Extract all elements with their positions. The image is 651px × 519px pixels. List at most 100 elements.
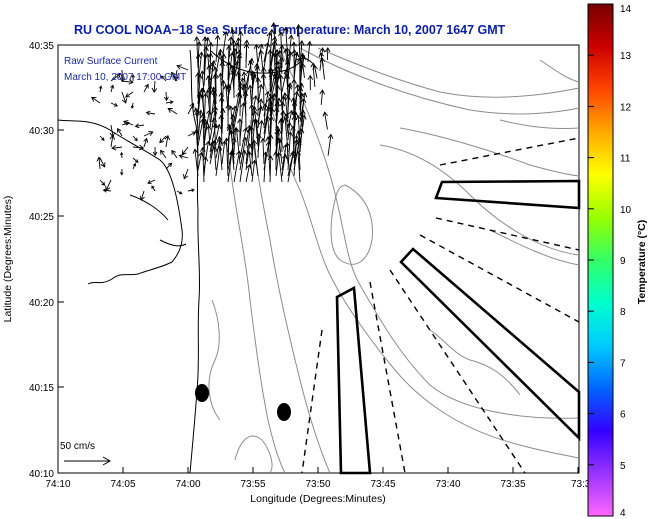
current-vector-head	[230, 28, 236, 34]
current-vector-head	[205, 125, 212, 131]
current-vector-head	[301, 91, 308, 98]
current-vector-head	[243, 43, 250, 49]
current-vector-head	[101, 181, 106, 186]
current-vector	[298, 140, 301, 171]
current-vector-head	[205, 53, 211, 59]
current-vector-head	[288, 34, 294, 40]
current-vector-head	[273, 106, 280, 113]
current-vector-head	[319, 89, 325, 95]
current-vector-head	[282, 116, 289, 123]
radar-box-east	[434, 179, 581, 210]
y-tick-label: 40:30	[29, 126, 54, 137]
current-vector	[171, 72, 178, 82]
current-vector-head	[226, 44, 232, 51]
current-vector-head	[216, 145, 223, 151]
current-vector-head	[205, 140, 211, 146]
current-vector-head	[176, 64, 182, 70]
current-vector	[147, 179, 156, 184]
current-vector-head	[277, 49, 283, 56]
current-vector-head	[291, 78, 297, 84]
current-vector	[292, 98, 295, 117]
current-vector-head	[286, 121, 293, 128]
current-vector	[151, 185, 156, 192]
colorbar-tick-label: 8	[620, 307, 626, 318]
current-vector-head	[151, 87, 158, 93]
current-vector	[105, 179, 112, 191]
current-vector-head	[299, 52, 306, 58]
current-vector	[143, 84, 149, 93]
current-vector	[215, 124, 220, 141]
radar-boxes	[335, 179, 581, 475]
current-vector-head	[231, 136, 237, 143]
current-vector	[251, 160, 256, 183]
current-vector	[253, 140, 259, 177]
current-vector	[320, 90, 324, 105]
current-vector-head	[211, 116, 218, 123]
current-vector	[103, 189, 112, 192]
x-tick-label: 73:55	[240, 479, 265, 490]
current-vector	[181, 146, 189, 155]
scale-arrow	[64, 456, 112, 466]
current-vector	[327, 134, 332, 156]
current-vector-head	[297, 86, 304, 92]
current-vector	[135, 124, 145, 127]
current-vector	[187, 103, 195, 115]
current-vector	[207, 75, 211, 105]
current-vector	[267, 116, 271, 147]
current-vector-head	[264, 90, 271, 97]
current-vector-head	[283, 26, 289, 32]
current-vector-head	[276, 151, 282, 158]
current-vector-head	[202, 156, 209, 162]
current-vector	[239, 150, 246, 183]
current-vector-head	[295, 23, 302, 30]
current-vector-head	[251, 159, 257, 165]
current-vector-head	[206, 109, 212, 115]
current-vector	[165, 91, 168, 101]
current-vector-head	[202, 118, 208, 124]
colorbar	[587, 3, 614, 517]
current-vector-head	[102, 188, 107, 193]
current-vector-head	[171, 71, 176, 78]
current-vector-head	[307, 74, 314, 80]
current-vector-head	[251, 118, 258, 124]
current-vector-head	[276, 139, 283, 145]
current-vector-head	[228, 36, 234, 42]
current-vector-head	[225, 61, 232, 67]
current-vector	[254, 110, 259, 147]
annotation-line-2: March 10, 2007 17:00 GMT	[64, 72, 186, 83]
current-vector-head	[196, 40, 202, 47]
x-tick-label: 73:35	[500, 479, 525, 490]
current-vector-head	[114, 102, 119, 107]
current-vector-head	[237, 30, 244, 36]
current-vector	[267, 136, 271, 177]
current-vector-head	[268, 106, 275, 112]
current-vector-head	[291, 48, 298, 54]
colorbar-label: Temperature (°C)	[636, 220, 648, 305]
current-vector	[239, 31, 242, 69]
current-vector	[269, 156, 272, 183]
current-vector-head	[98, 85, 103, 89]
current-vector-head	[297, 57, 303, 63]
current-vector-head	[298, 39, 305, 46]
current-vector-head	[160, 75, 165, 80]
current-vector-head	[101, 137, 105, 141]
current-vector	[235, 127, 241, 165]
current-vector-head	[200, 112, 206, 118]
current-vector	[231, 150, 235, 171]
colorbar-tick-label: 5	[620, 461, 626, 472]
colorbar-tick-label: 9	[620, 256, 626, 267]
current-vector-head	[235, 37, 242, 43]
colorbar-tick-label: 14	[620, 4, 632, 15]
current-vector	[307, 41, 311, 62]
current-vector	[197, 74, 201, 105]
current-vector-head	[147, 179, 152, 185]
current-vector-head	[216, 135, 223, 142]
current-vector-head	[228, 105, 234, 111]
current-vector-head	[300, 109, 306, 115]
current-vector-head	[122, 120, 129, 126]
current-vector-head	[257, 83, 264, 90]
y-axis-tick-labels: 40:35 40:30 40:25 40:20 40:15 40:10	[29, 41, 54, 480]
current-vector-head	[254, 65, 261, 71]
current-vector-head	[228, 52, 235, 58]
current-vector-head	[91, 96, 97, 102]
